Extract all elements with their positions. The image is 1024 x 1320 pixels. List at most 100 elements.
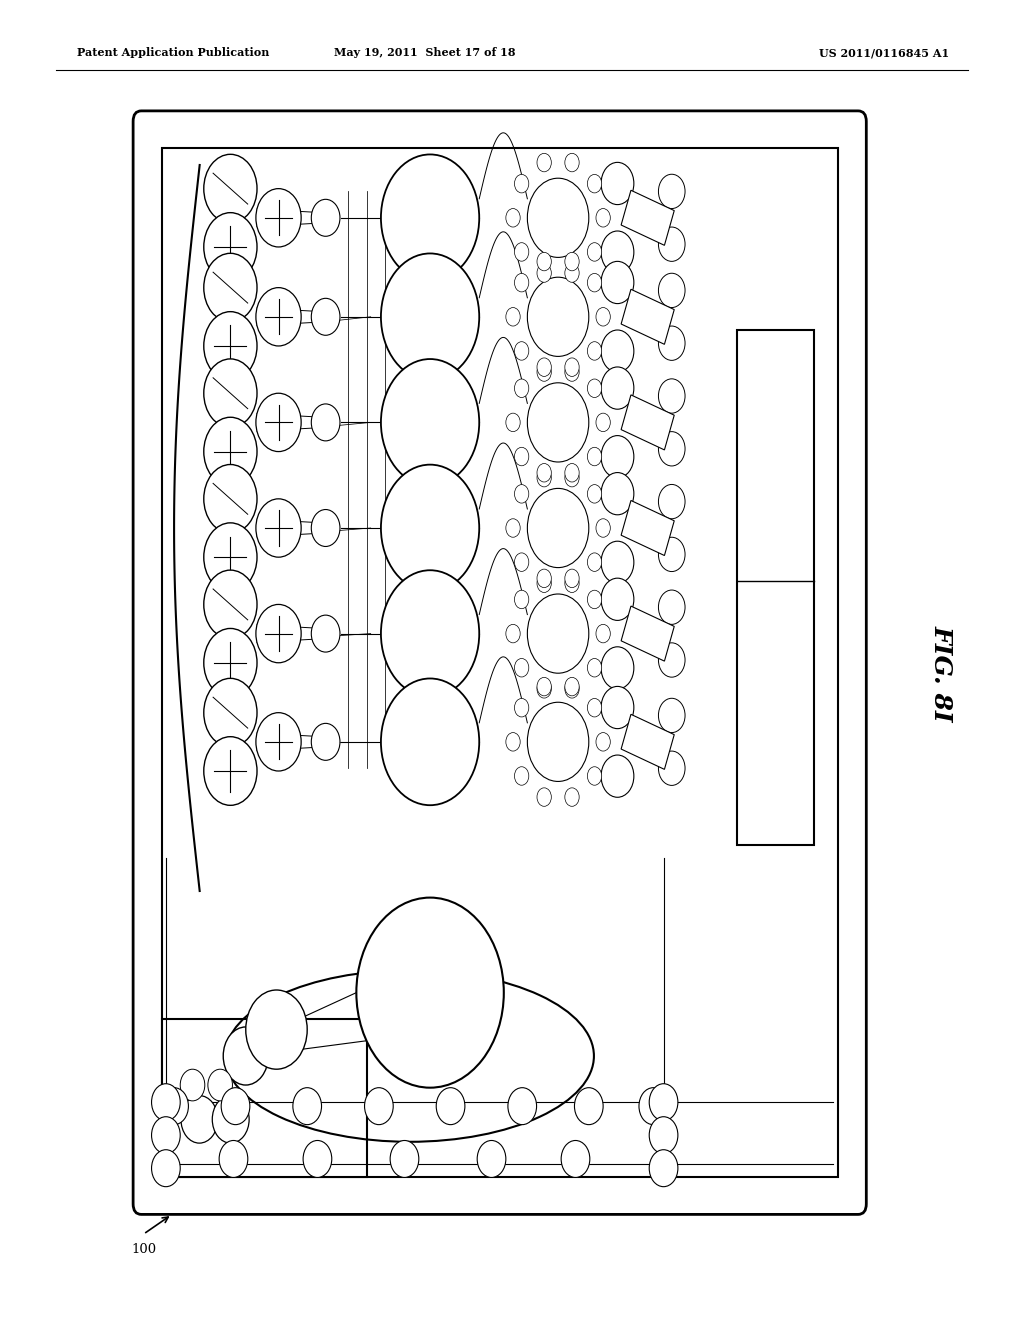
- Circle shape: [527, 488, 589, 568]
- Circle shape: [537, 569, 551, 587]
- Circle shape: [204, 570, 257, 639]
- Circle shape: [303, 1140, 332, 1177]
- Circle shape: [514, 342, 528, 360]
- Circle shape: [160, 1088, 188, 1125]
- Circle shape: [658, 432, 685, 466]
- Circle shape: [537, 252, 551, 271]
- Polygon shape: [622, 289, 674, 345]
- Circle shape: [256, 393, 301, 451]
- Circle shape: [588, 243, 602, 261]
- Circle shape: [601, 367, 634, 409]
- Circle shape: [537, 358, 551, 376]
- Circle shape: [204, 737, 257, 805]
- Text: US 2011/0116845 A1: US 2011/0116845 A1: [819, 48, 949, 58]
- Circle shape: [152, 1084, 180, 1121]
- Circle shape: [601, 162, 634, 205]
- Circle shape: [514, 174, 528, 193]
- Circle shape: [256, 499, 301, 557]
- Circle shape: [381, 154, 479, 281]
- Circle shape: [204, 253, 257, 322]
- Circle shape: [477, 1140, 506, 1177]
- Circle shape: [565, 680, 580, 698]
- Circle shape: [565, 463, 580, 482]
- Circle shape: [256, 605, 301, 663]
- Circle shape: [588, 484, 602, 503]
- Polygon shape: [622, 190, 674, 246]
- Circle shape: [537, 788, 551, 807]
- Circle shape: [658, 484, 685, 519]
- Circle shape: [506, 209, 520, 227]
- Circle shape: [588, 273, 602, 292]
- Circle shape: [514, 590, 528, 609]
- Bar: [162, 148, 838, 1177]
- Circle shape: [537, 677, 551, 696]
- Circle shape: [588, 379, 602, 397]
- Circle shape: [601, 436, 634, 478]
- Circle shape: [152, 1150, 180, 1187]
- Circle shape: [596, 413, 610, 432]
- Circle shape: [256, 713, 301, 771]
- Circle shape: [514, 447, 528, 466]
- Circle shape: [588, 553, 602, 572]
- Circle shape: [212, 1096, 249, 1143]
- Circle shape: [204, 359, 257, 428]
- Circle shape: [565, 469, 580, 487]
- Circle shape: [588, 447, 602, 466]
- Circle shape: [601, 578, 634, 620]
- Circle shape: [204, 417, 257, 486]
- Circle shape: [365, 1088, 393, 1125]
- Circle shape: [537, 153, 551, 172]
- Polygon shape: [622, 500, 674, 556]
- Bar: [162, 1019, 367, 1177]
- Circle shape: [596, 209, 610, 227]
- Circle shape: [565, 574, 580, 593]
- Circle shape: [527, 277, 589, 356]
- Text: May 19, 2011  Sheet 17 of 18: May 19, 2011 Sheet 17 of 18: [334, 48, 516, 58]
- Circle shape: [514, 698, 528, 717]
- Circle shape: [514, 484, 528, 503]
- Circle shape: [508, 1088, 537, 1125]
- Circle shape: [506, 624, 520, 643]
- Circle shape: [506, 308, 520, 326]
- Circle shape: [527, 702, 589, 781]
- Circle shape: [601, 541, 634, 583]
- Circle shape: [219, 1140, 248, 1177]
- Circle shape: [596, 733, 610, 751]
- Circle shape: [658, 590, 685, 624]
- Circle shape: [221, 1088, 250, 1125]
- Circle shape: [588, 590, 602, 609]
- Circle shape: [565, 153, 580, 172]
- Circle shape: [658, 751, 685, 785]
- Circle shape: [436, 1088, 465, 1125]
- Circle shape: [658, 537, 685, 572]
- Circle shape: [381, 253, 479, 380]
- Circle shape: [596, 308, 610, 326]
- Circle shape: [588, 659, 602, 677]
- Polygon shape: [622, 395, 674, 450]
- Circle shape: [311, 298, 340, 335]
- Circle shape: [293, 1088, 322, 1125]
- Circle shape: [649, 1084, 678, 1121]
- Circle shape: [527, 383, 589, 462]
- Circle shape: [311, 615, 340, 652]
- Circle shape: [601, 755, 634, 797]
- Circle shape: [537, 363, 551, 381]
- Circle shape: [527, 178, 589, 257]
- Circle shape: [181, 1096, 218, 1143]
- Circle shape: [204, 678, 257, 747]
- Circle shape: [537, 574, 551, 593]
- Circle shape: [390, 1140, 419, 1177]
- Circle shape: [537, 463, 551, 482]
- Circle shape: [204, 154, 257, 223]
- Circle shape: [565, 252, 580, 271]
- Circle shape: [246, 990, 307, 1069]
- Circle shape: [514, 243, 528, 261]
- Circle shape: [506, 413, 520, 432]
- Circle shape: [601, 330, 634, 372]
- Circle shape: [311, 723, 340, 760]
- Circle shape: [601, 647, 634, 689]
- Circle shape: [601, 261, 634, 304]
- Circle shape: [208, 1069, 232, 1101]
- Circle shape: [596, 624, 610, 643]
- Circle shape: [658, 379, 685, 413]
